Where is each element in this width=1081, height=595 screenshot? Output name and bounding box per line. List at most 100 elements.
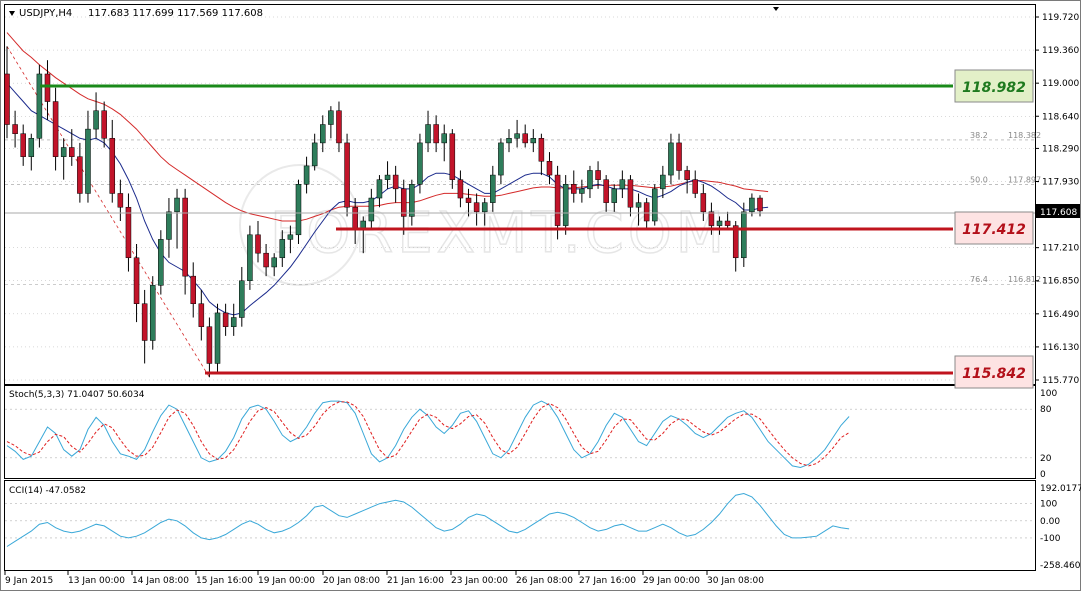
bear-candle-body (222, 312, 229, 327)
candle (417, 133, 423, 194)
candle (141, 289, 148, 364)
candles (4, 46, 763, 378)
stoch-signal-line (6, 401, 850, 467)
bear-candle-body (627, 179, 634, 208)
stoch-tick-label: 100 (1040, 389, 1057, 399)
candle (587, 165, 593, 199)
candle (158, 230, 164, 295)
candle (198, 289, 205, 341)
candle (149, 276, 156, 350)
time-tick-label: 14 Jan 08:00 (132, 576, 189, 586)
bull-candle-body (498, 142, 504, 176)
candle (182, 188, 188, 295)
candle (627, 175, 634, 217)
bull-candle-body (239, 280, 245, 318)
time-axis[interactable]: 9 Jan 2015 13 Jan 00:00 14 Jan 08:00 15 Jan… (4, 571, 764, 586)
dropdown-triangle-icon[interactable] (9, 11, 15, 16)
bull-candle-body (514, 133, 520, 139)
candle (271, 253, 277, 277)
candle (239, 266, 245, 327)
stoch-pane-border (4, 385, 1036, 479)
candle (635, 193, 642, 226)
bull-candle-body (230, 317, 237, 327)
candle (554, 165, 561, 240)
bear-candle-body (101, 110, 107, 139)
bull-candle-body (311, 142, 318, 167)
candle (125, 193, 132, 272)
bull-candle-body (668, 142, 674, 176)
candle (190, 262, 196, 318)
support2-label-bg (954, 355, 1034, 389)
bear-candle-body (676, 142, 682, 171)
candle (392, 165, 399, 203)
candle (222, 303, 229, 336)
bull-candle-body (530, 138, 537, 144)
price-axis[interactable]: 119.720 119.360 119.000 118.640 118.290 117.9… (1035, 13, 1079, 386)
time-tick-label: 29 Jan 00:00 (643, 576, 700, 586)
candle (384, 161, 391, 189)
candle (660, 165, 666, 199)
ma-slow-line (6, 32, 769, 222)
cci-pane-border (4, 480, 1036, 571)
candle (522, 124, 528, 148)
cci-tick-label: -258.4606 (1040, 561, 1081, 571)
candle (303, 156, 310, 194)
bull-candle-body (328, 110, 334, 125)
bear-candle-body (546, 161, 553, 176)
cci-tick-label: 192.0177 (1040, 484, 1081, 494)
candle (506, 129, 512, 153)
bull-candle-body (85, 128, 91, 194)
cci-line (6, 492, 850, 547)
bull-candle-body (93, 110, 99, 130)
stoch-main-line (6, 400, 850, 469)
bear-candle-body (263, 252, 269, 268)
candle (409, 179, 415, 226)
bear-candle-body (69, 147, 75, 157)
bull-candle-body (36, 73, 43, 139)
price-tick-label: 116.490 (1042, 310, 1079, 320)
bear-candle-body (684, 170, 690, 180)
collapse-triangle-icon[interactable] (773, 7, 779, 11)
candle (433, 115, 439, 153)
bull-candle-body (660, 174, 666, 190)
time-tick-label: 27 Jan 16:00 (579, 576, 636, 586)
candle (101, 101, 107, 148)
stochastic-pane: Stoch(5,3,3) 71.0407 50.6034 (5, 390, 1035, 469)
bear-candle-body (433, 124, 439, 144)
bull-candle-body (417, 142, 423, 185)
candle (595, 161, 601, 189)
candle (206, 317, 213, 378)
bull-candle-body (295, 184, 302, 236)
candle (376, 175, 383, 208)
bear-candle-body (77, 156, 83, 194)
bear-candle-body (255, 234, 261, 254)
watermark: FOREXMT.COM (239, 164, 725, 286)
ohlc-values: 117.683 117.699 117.569 117.608 (88, 8, 263, 19)
bear-candle-body (125, 206, 132, 259)
time-tick-label: 20 Jan 08:00 (323, 576, 380, 586)
bull-candle-body (376, 179, 383, 199)
bull-candle-body (619, 179, 626, 190)
candle (69, 129, 75, 166)
candle (60, 138, 67, 180)
bull-candle-body (611, 188, 618, 203)
bull-candle-body (587, 170, 593, 190)
stoch-tick-label: 0 (1040, 470, 1046, 480)
bull-candle-body (60, 147, 67, 157)
candle (230, 303, 237, 336)
bull-candle-body (247, 234, 253, 281)
support1-label: 117.412 (962, 222, 1026, 238)
bear-candle-body (117, 193, 124, 208)
fib-ratio: 76.4 (970, 275, 988, 284)
price-tick-label: 118.290 (1042, 144, 1079, 154)
bear-candle-body (198, 303, 205, 327)
bear-candle-body (522, 133, 528, 144)
bear-candle-body (400, 188, 407, 217)
bear-candle-body (538, 138, 545, 162)
candle (490, 165, 496, 212)
candle (117, 179, 124, 222)
time-tick-label: 9 Jan 2015 (5, 576, 53, 586)
current-price-label: 117.608 (1040, 208, 1077, 218)
